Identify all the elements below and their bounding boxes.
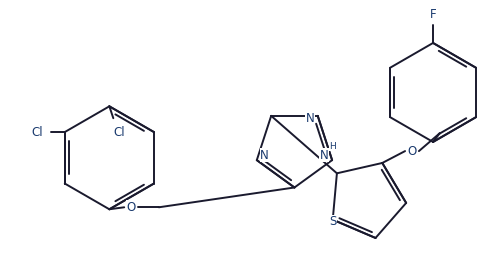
Text: F: F [430,8,437,21]
Text: N: N [305,112,314,125]
Text: Cl: Cl [113,126,125,139]
Text: O: O [408,145,417,158]
Text: N: N [320,149,329,162]
Text: S: S [329,215,336,228]
Text: H: H [329,142,335,151]
Text: O: O [126,201,136,214]
Text: Cl: Cl [31,126,43,139]
Text: N: N [260,149,269,162]
